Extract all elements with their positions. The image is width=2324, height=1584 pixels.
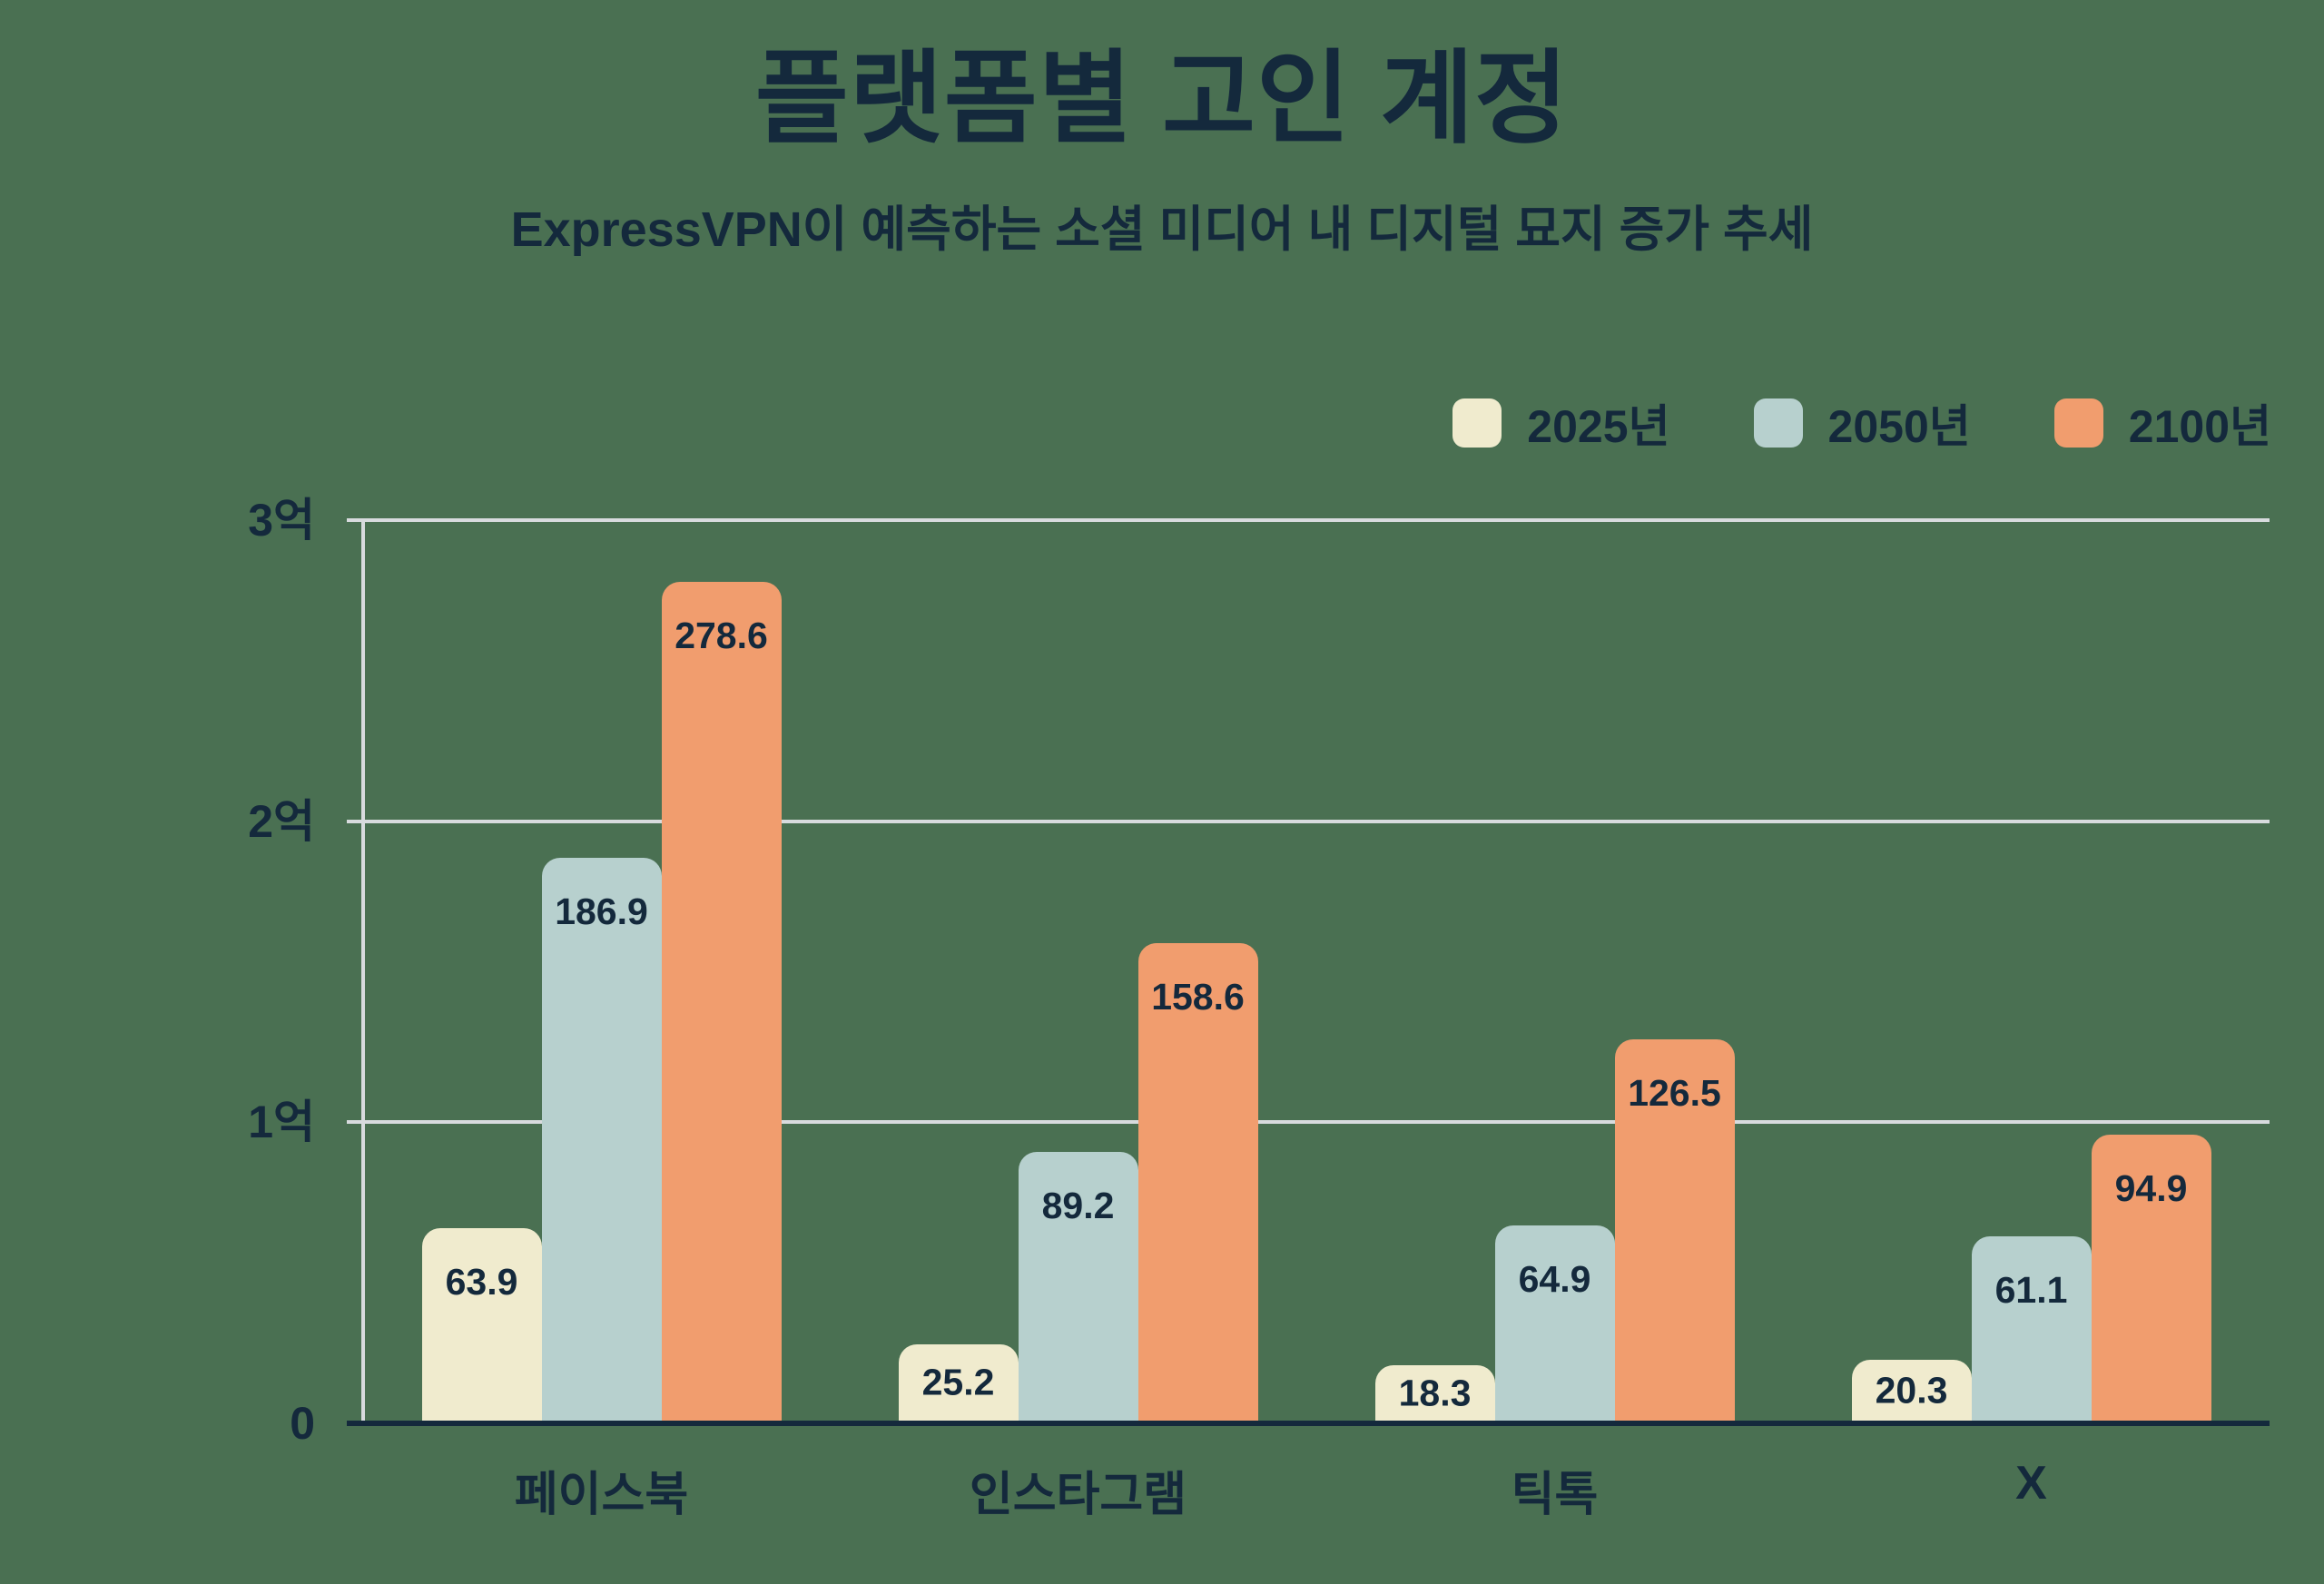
bar-value-label: 186.9: [555, 890, 648, 932]
y-axis-line: [361, 520, 365, 1423]
bar-value-label: 94.9: [2114, 1167, 2188, 1209]
category-label-x: X: [2015, 1457, 2047, 1510]
legend: 2025년 2050년 2100년: [1452, 390, 2271, 456]
bar-group-2: 25.2 89.2 158.6: [840, 520, 1316, 1421]
bar-2100년-틱톡: 126.5: [1614, 1039, 1735, 1421]
category-label-instagram: 인스타그램: [969, 1469, 1187, 1521]
legend-swatch-2050: [1753, 398, 1803, 448]
x-axis-labels: 페이스북 인스타그램 틱톡 X: [363, 1456, 2270, 1538]
y-tick-label-0: 0: [290, 1398, 315, 1449]
y-tick-label-1억: 1억: [248, 1097, 315, 1148]
legend-swatch-2025: [1452, 398, 1502, 448]
bar-value-label: 158.6: [1151, 976, 1245, 1018]
bar-2025년-인스타그램: 25.2: [898, 1344, 1019, 1421]
gridline-1억: [347, 1120, 2270, 1125]
bar-2025년-X: 20.3: [1851, 1360, 1972, 1421]
bar-value-label: 63.9: [445, 1261, 518, 1303]
legend-item-2100: 2100년: [2053, 390, 2271, 456]
legend-item-2025: 2025년: [1452, 390, 1670, 456]
y-axis-labels: 0 1억 2억 3억: [0, 0, 315, 1584]
x-axis-baseline: [347, 1421, 2270, 1426]
bar-2050년-X: 61.1: [1971, 1236, 2092, 1421]
bar-2050년-틱톡: 64.9: [1494, 1225, 1615, 1421]
category-label-facebook: 페이스북: [514, 1469, 689, 1521]
category-label-tiktok: 틱톡: [1511, 1469, 1599, 1521]
bar-group-1: 63.9 186.9 278.6: [363, 520, 840, 1421]
bar-2050년-인스타그램: 89.2: [1018, 1152, 1138, 1421]
bar-group-4: 20.3 61.1 94.9: [1793, 520, 2270, 1421]
bar-value-label: 89.2: [1041, 1185, 1115, 1226]
legend-swatch-2100: [2053, 398, 2103, 448]
gridline-2억: [347, 819, 2270, 823]
bar-group-3: 18.3 64.9 126.5: [1316, 520, 1793, 1421]
legend-label-2025: 2025년: [1527, 401, 1670, 452]
bar-value-label: 25.2: [921, 1361, 995, 1403]
legend-label-2100: 2100년: [2128, 401, 2271, 452]
chart-subtitle: ExpressVPN이 예측하는 소셜 미디어 내 디지털 묘지 증가 추세: [510, 202, 1814, 257]
bar-2100년-페이스북: 278.6: [661, 582, 782, 1421]
bar-value-label: 64.9: [1518, 1258, 1591, 1300]
bar-value-label: 278.6: [675, 615, 768, 656]
bar-2025년-틱톡: 18.3: [1374, 1365, 1495, 1421]
plot-area: 63.9 186.9 278.6 25.2 89.2 158.6 18.3 64.9 126.5…: [347, 518, 2270, 1426]
legend-label-2050: 2050년: [1827, 401, 1971, 452]
bar-2100년-X: 94.9: [2091, 1135, 2211, 1421]
bar-value-label: 18.3: [1398, 1372, 1472, 1413]
bar-2050년-페이스북: 186.9: [541, 858, 662, 1421]
gridline-3억: [347, 518, 2270, 522]
y-tick-label-2억: 2억: [248, 795, 315, 847]
legend-item-2050: 2050년: [1753, 390, 1971, 456]
y-tick-label-3억: 3억: [248, 495, 315, 546]
bar-2025년-페이스북: 63.9: [421, 1228, 542, 1421]
bar-value-label: 126.5: [1628, 1072, 1721, 1114]
chart-title: 플랫폼별 고인 계정: [754, 42, 1570, 155]
bar-value-label: 61.1: [1994, 1269, 2068, 1311]
bar-value-label: 20.3: [1875, 1369, 1948, 1411]
bar-2100년-인스타그램: 158.6: [1137, 943, 1258, 1421]
